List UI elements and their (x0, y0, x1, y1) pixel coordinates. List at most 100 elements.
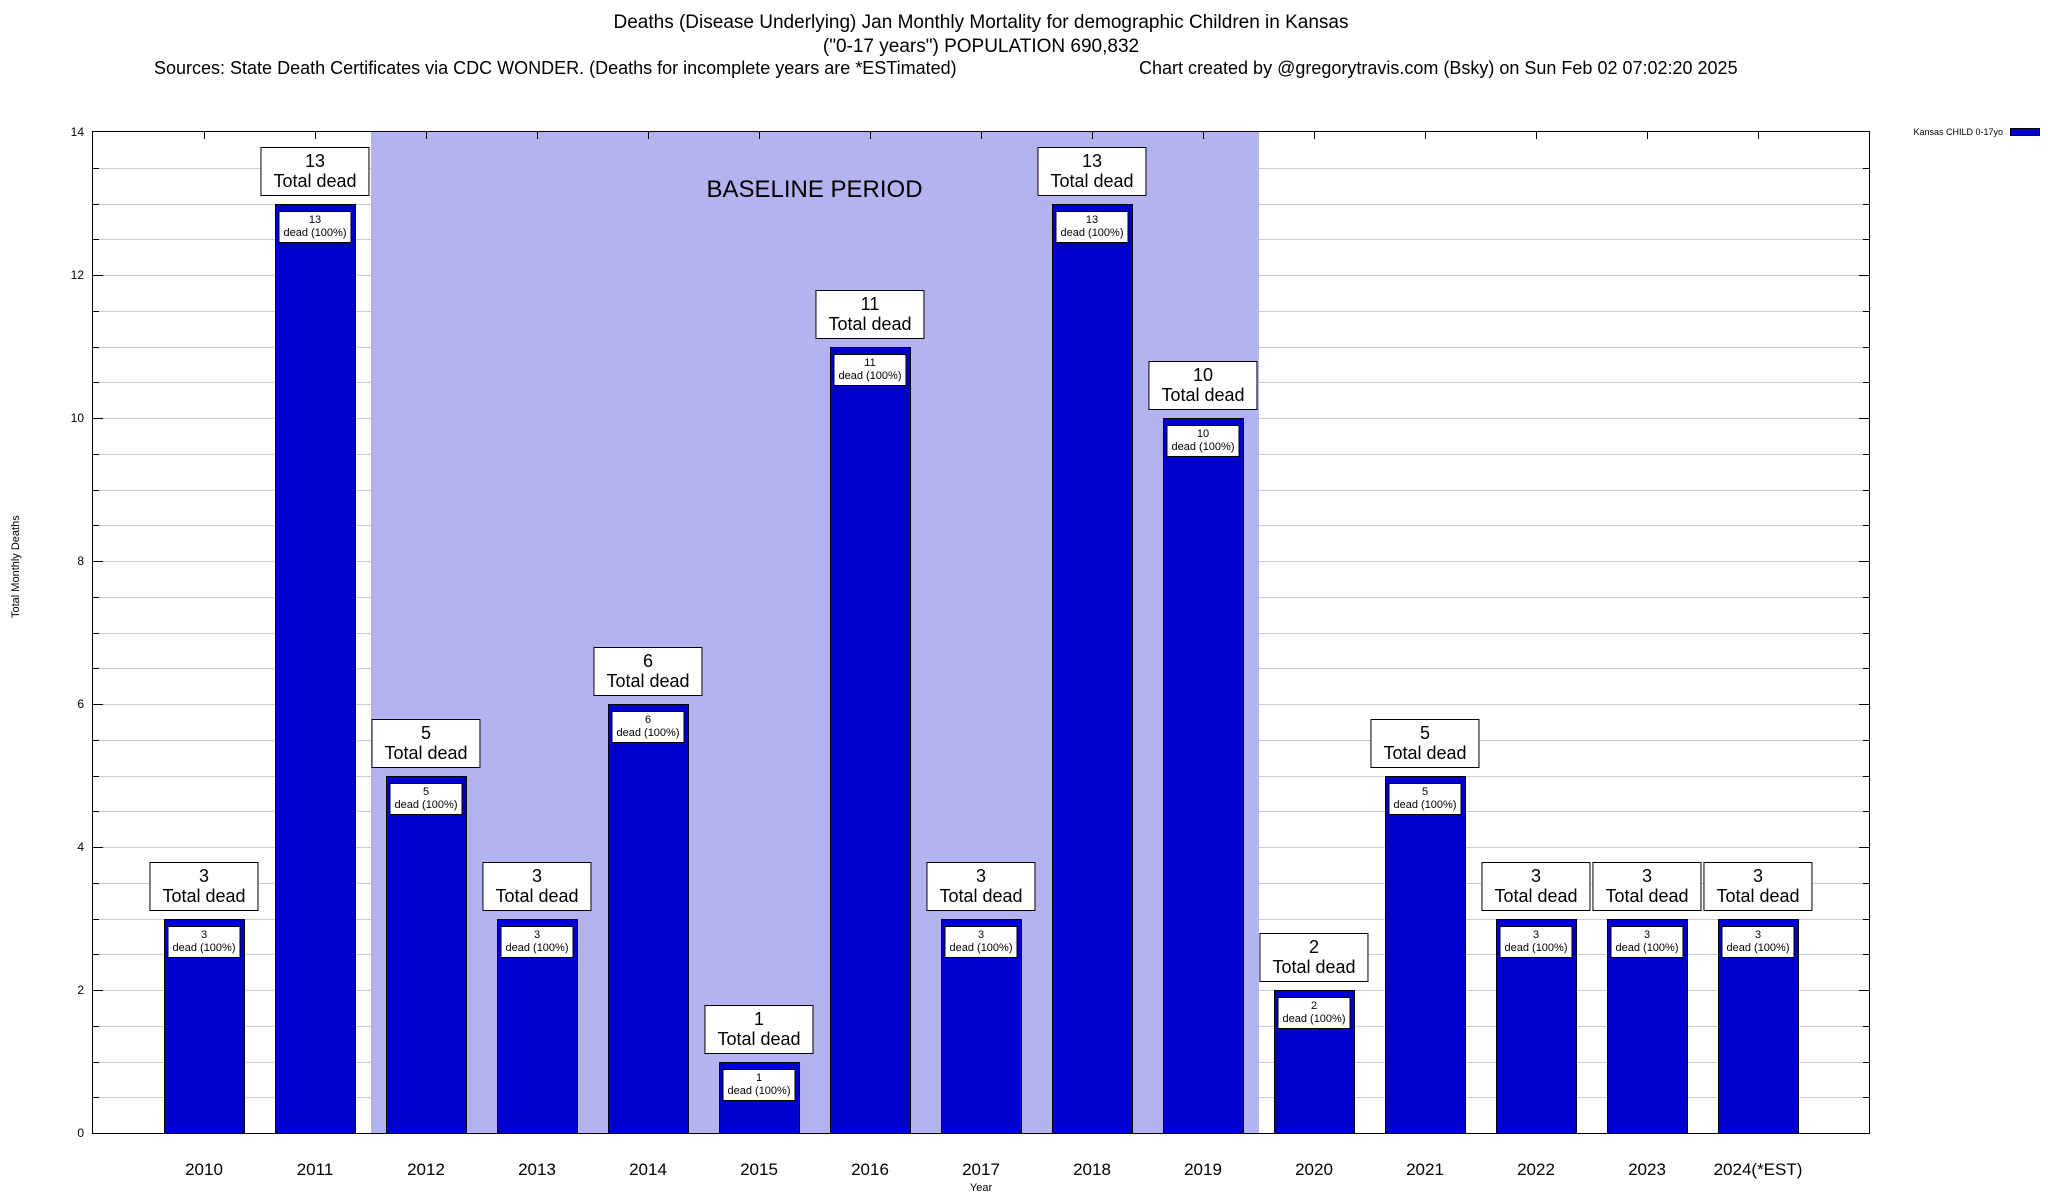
x-tick-mark (1758, 132, 1759, 139)
x-tick-mark (1647, 132, 1648, 139)
x-axis-title: Year (969, 1182, 993, 1194)
y-tick-mark (1863, 811, 1869, 813)
y-tick-mark (1859, 990, 1869, 991)
y-tick-mark (1863, 918, 1869, 920)
y-tick-label: 6 (77, 697, 84, 711)
bar-total-label: 5 Total dead (371, 718, 481, 768)
bar-inner-count: 13 (308, 213, 322, 226)
x-tick-label: 2023 (1628, 1160, 1666, 1179)
bar-inner-count: 3 (977, 928, 985, 941)
bar-total-label: 13 Total dead (260, 146, 370, 196)
x-tick-mark (1092, 132, 1093, 139)
y-tick-mark (1863, 668, 1869, 670)
bar-total-text: Total dead (1494, 885, 1578, 906)
bar-total-count: 5 (1419, 722, 1431, 743)
bar (1384, 775, 1466, 1133)
chart-subtitle: ("0-17 years") POPULATION 690,832 (822, 36, 1140, 57)
y-tick-mark (1863, 1025, 1869, 1027)
y-tick-label: 4 (77, 840, 84, 854)
y-tick-mark (1863, 346, 1869, 348)
y-tick-label: 2 (77, 983, 84, 997)
bar-inner-count: 3 (1532, 928, 1540, 941)
y-tick-mark (93, 1025, 99, 1027)
baseline-period-label: BASELINE PERIOD (706, 176, 923, 203)
sources-text: Sources: State Death Certificates via CD… (154, 58, 957, 78)
bar-inner-label: 5 dead (100%) (389, 782, 463, 815)
y-tick-mark (93, 275, 103, 276)
x-tick-label: 2021 (1406, 1160, 1444, 1179)
bar-total-count: 3 (1752, 865, 1764, 886)
bar-inner-text: dead (100%) (1615, 941, 1679, 954)
bar-inner-label: 5 dead (100%) (1388, 782, 1462, 815)
x-tick-label: 2020 (1295, 1160, 1333, 1179)
bar-total-label: 2 Total dead (1259, 933, 1369, 982)
y-tick-mark (1863, 1097, 1869, 1099)
y-tick-mark (1863, 739, 1869, 741)
bar-total-label: 10 Total dead (1148, 361, 1258, 410)
x-tick-mark (1203, 132, 1204, 139)
bar-total-label: 11 Total dead (815, 289, 925, 339)
x-tick-label: 2010 (185, 1160, 223, 1179)
y-tick-mark (1859, 418, 1869, 419)
bar-total-count: 13 (1081, 150, 1103, 171)
y-tick-mark (1859, 275, 1869, 276)
bar-inner-text: dead (100%) (1393, 798, 1457, 811)
y-tick-mark (93, 1097, 99, 1099)
bar-total-text: Total dead (495, 885, 579, 906)
y-tick-mark (1863, 382, 1869, 384)
y-tick-mark (93, 418, 103, 419)
y-tick-mark (1863, 775, 1869, 777)
bar-inner-count: 6 (644, 714, 652, 726)
bar-inner-count: 11 (864, 356, 876, 369)
credit-text: Chart created by @gregorytravis.com (Bsk… (1139, 58, 1738, 78)
bar (274, 203, 356, 1133)
x-tick-label: 2014 (629, 1160, 667, 1179)
x-tick-mark (1314, 132, 1315, 139)
bar-total-label: 1 Total dead (704, 1004, 814, 1054)
bar-total-label: 3 Total dead (926, 861, 1036, 911)
legend-label: Kansas CHILD 0-17yo (1913, 127, 2003, 137)
bar-total-count: 6 (642, 651, 654, 671)
bar-total-text: Total dead (828, 313, 912, 334)
x-tick-label: 2016 (851, 1160, 889, 1179)
x-tick-mark (870, 132, 871, 139)
bar-total-text: Total dead (717, 1028, 801, 1049)
x-tick-mark (537, 132, 538, 139)
bar-inner-count: 3 (533, 928, 541, 941)
y-tick-mark (1863, 489, 1869, 491)
bar-inner-label: 3 dead (100%) (1499, 925, 1573, 958)
bar-inner-label: 13 dead (100%) (1055, 210, 1129, 243)
bar-inner-text: dead (100%) (949, 941, 1013, 954)
bar-inner-label: 6 dead (100%) (611, 711, 685, 743)
bar-inner-count: 5 (422, 785, 430, 798)
chart-title: Deaths (Disease Underlying) Jan Monthly … (613, 12, 1349, 33)
y-tick-mark (93, 918, 99, 920)
bar-inner-label: 1 dead (100%) (722, 1068, 796, 1101)
bar-total-count: 2 (1308, 937, 1320, 957)
bar-total-text: Total dead (1161, 385, 1245, 405)
bar-total-count: 3 (1641, 865, 1653, 886)
bar-total-label: 3 Total dead (1481, 861, 1591, 911)
bar-inner-count: 5 (1421, 785, 1429, 798)
bar-total-count: 3 (198, 865, 210, 886)
bar (385, 775, 467, 1133)
y-tick-mark (93, 525, 99, 527)
bar-inner-text: dead (100%) (1060, 226, 1124, 239)
x-tick-mark (981, 132, 982, 139)
y-tick-mark (93, 954, 99, 956)
y-tick-mark (93, 739, 99, 741)
bar-inner-count: 3 (1754, 928, 1762, 941)
x-tick-label: 2013 (518, 1160, 556, 1179)
y-tick-mark (1863, 882, 1869, 884)
bar-inner-text: dead (100%) (172, 941, 236, 954)
bar-total-text: Total dead (162, 885, 246, 906)
y-tick-label: 0 (77, 1126, 84, 1140)
x-tick-label: 2022 (1517, 1160, 1555, 1179)
bar-total-count: 13 (304, 150, 326, 171)
bar-total-count: 3 (531, 865, 543, 886)
y-tick-mark (93, 775, 99, 777)
x-tick-mark (759, 132, 760, 139)
y-tick-mark (93, 346, 99, 348)
bar-inner-text: dead (100%) (727, 1084, 791, 1097)
x-tick-label: 2015 (740, 1160, 778, 1179)
